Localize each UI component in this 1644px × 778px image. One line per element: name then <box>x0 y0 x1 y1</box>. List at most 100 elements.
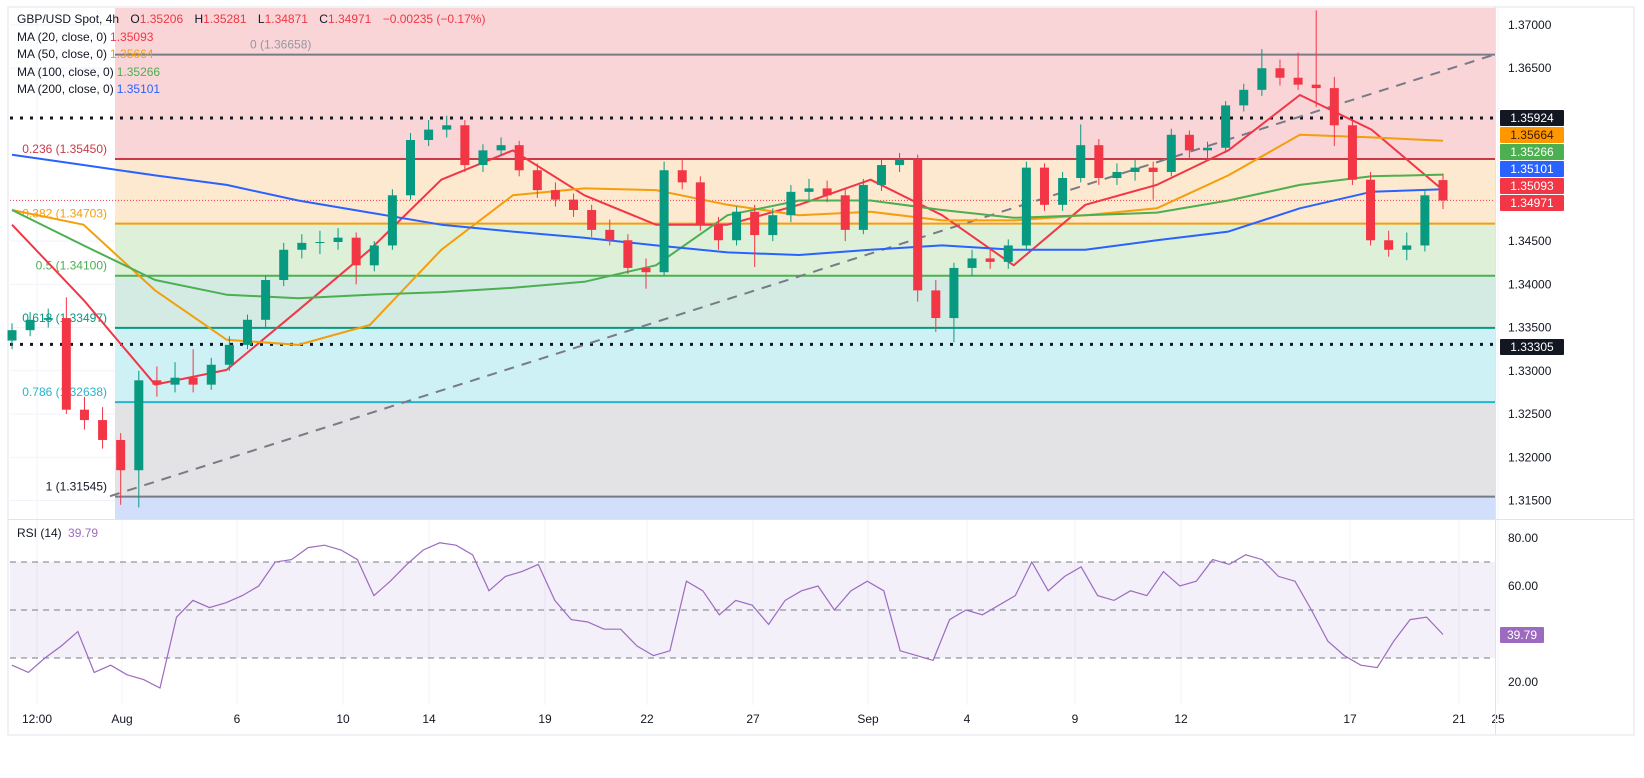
ohlc-row: GBP/USD Spot, 4h O1.35206 H1.35281 L1.34… <box>17 11 485 29</box>
symbol-title[interactable]: GBP/USD Spot, 4h <box>17 12 120 26</box>
candle-up <box>406 139 416 196</box>
ma-label: MA (20, close, 0) <box>17 29 108 44</box>
candle-down <box>79 409 89 421</box>
candle-down <box>532 170 542 191</box>
price-axis-tick: 1.37000 <box>1508 18 1552 32</box>
price-axis-tick: 1.32500 <box>1508 407 1552 421</box>
ma200-legend[interactable]: MA (200, close, 0) 1.35101 <box>17 81 485 99</box>
candle-up <box>279 249 289 281</box>
candle-up <box>206 364 216 385</box>
candle-up <box>1420 195 1430 246</box>
rsi-axis-tick: 20.00 <box>1508 675 1538 689</box>
candle-up <box>25 319 35 331</box>
candle-down <box>750 211 760 236</box>
price-axis-tick: 1.31500 <box>1508 493 1552 507</box>
candle-down <box>1311 84 1321 89</box>
candle-down <box>116 439 126 471</box>
candle-down <box>1366 179 1376 241</box>
candle-up <box>1003 245 1013 262</box>
ma50-legend[interactable]: MA (50, close, 0) 1.35664 <box>17 46 485 64</box>
candle-up <box>170 377 180 385</box>
candle-up <box>1221 105 1231 148</box>
candle-up <box>442 125 452 130</box>
candle-down <box>460 125 470 166</box>
fib-level-label: 0.236 (1.35450) <box>22 142 107 156</box>
candle-down <box>188 377 198 385</box>
price-axis-tick: 1.34000 <box>1508 277 1552 291</box>
candle-up <box>949 267 959 319</box>
fibonacci-retracement[interactable]: 0 (1.36658) 0.236 (1.35450) 0.382 (1.34703… <box>22 8 1495 519</box>
low-label: L <box>257 12 265 26</box>
rsi-pane: 80.00 60.00 20.00 <box>10 531 1538 689</box>
candle-down <box>931 290 941 319</box>
ma20-legend[interactable]: MA (20, close, 0) 1.35093 <box>17 29 485 47</box>
fib-zone-0.5 <box>115 275 1495 328</box>
candle-up <box>261 280 271 320</box>
rsi-label: RSI (14) <box>17 526 62 540</box>
trendline-dashed <box>109 53 1496 498</box>
ma100-legend[interactable]: MA (100, close, 0) 1.35266 <box>17 64 485 82</box>
candle-up <box>1076 145 1086 179</box>
rsi-value-badge: 39.79 <box>1500 626 1544 643</box>
candle-up <box>424 129 434 140</box>
moving-averages <box>11 94 1444 386</box>
rsi-value: 39.79 <box>68 526 99 540</box>
candle-down <box>822 188 832 196</box>
ma-label: MA (50, close, 0) <box>17 47 108 61</box>
candle-down <box>152 380 162 385</box>
time-axis-tick: 9 <box>1072 712 1079 726</box>
time-axis[interactable]: 12:00 Aug 6 10 14 19 22 27 Sep 4 9 12 17 21 25 <box>22 712 1505 726</box>
candle-down <box>1384 240 1394 250</box>
high-value: 1.35281 <box>203 12 247 26</box>
trendline[interactable] <box>109 53 1496 498</box>
time-axis-tick: 22 <box>640 712 654 726</box>
candle-up <box>895 159 905 166</box>
fib-level-label: 0.382 (1.34703) <box>22 207 107 221</box>
candle-down <box>1293 77 1303 85</box>
candle-down <box>550 190 560 200</box>
candle-down <box>1347 125 1357 180</box>
candle-down <box>623 240 633 268</box>
time-axis-tick: Aug <box>111 712 132 726</box>
price-axis[interactable]: 1.37000 1.36500 1.34500 1.34000 1.33500 1.330… <box>1508 18 1552 507</box>
candle-up <box>804 188 814 192</box>
ma-label: MA (100, close, 0) <box>17 64 114 79</box>
price-badge: 1.35101 <box>1500 161 1564 177</box>
time-axis-tick: Sep <box>857 712 879 726</box>
fib-level-label: 1 (1.31545) <box>46 480 107 494</box>
price-badge: 1.33305 <box>1500 339 1564 355</box>
candle-down <box>514 145 524 171</box>
candle-up <box>786 191 796 216</box>
candle-down <box>1148 167 1158 172</box>
fib-zone-0.382 <box>115 223 1495 276</box>
candle-up <box>297 242 307 250</box>
ma-value: 1.35266 <box>116 64 161 79</box>
close-label: C <box>319 12 328 26</box>
candle-up <box>967 258 977 268</box>
price-axis-tick: 1.32000 <box>1508 450 1552 464</box>
rsi-legend[interactable]: RSI (14) 39.79 <box>17 526 98 540</box>
candle-down <box>569 199 579 211</box>
price-badge: 1.35664 <box>1500 127 1564 143</box>
candle-up <box>369 245 379 266</box>
candle-down <box>605 229 615 241</box>
ma-line-20 <box>11 94 1444 386</box>
price-axis-tick: 1.33000 <box>1508 364 1552 378</box>
candle-down <box>351 237 361 266</box>
candle-up <box>43 318 53 320</box>
candle-up <box>333 237 343 242</box>
candle-up <box>659 170 669 273</box>
candle-up <box>768 215 778 236</box>
candle-up <box>496 145 506 151</box>
candle-up <box>1058 178 1068 205</box>
rsi-axis-tick: 60.00 <box>1508 579 1538 593</box>
time-axis-tick: 6 <box>234 712 241 726</box>
time-axis-tick: 21 <box>1452 712 1466 726</box>
candle-down <box>587 210 597 230</box>
candle-up <box>242 319 252 345</box>
time-axis-tick: 14 <box>422 712 436 726</box>
candle-down <box>677 170 687 183</box>
horizontal-lines[interactable] <box>10 116 1495 346</box>
candle-down <box>985 258 995 262</box>
